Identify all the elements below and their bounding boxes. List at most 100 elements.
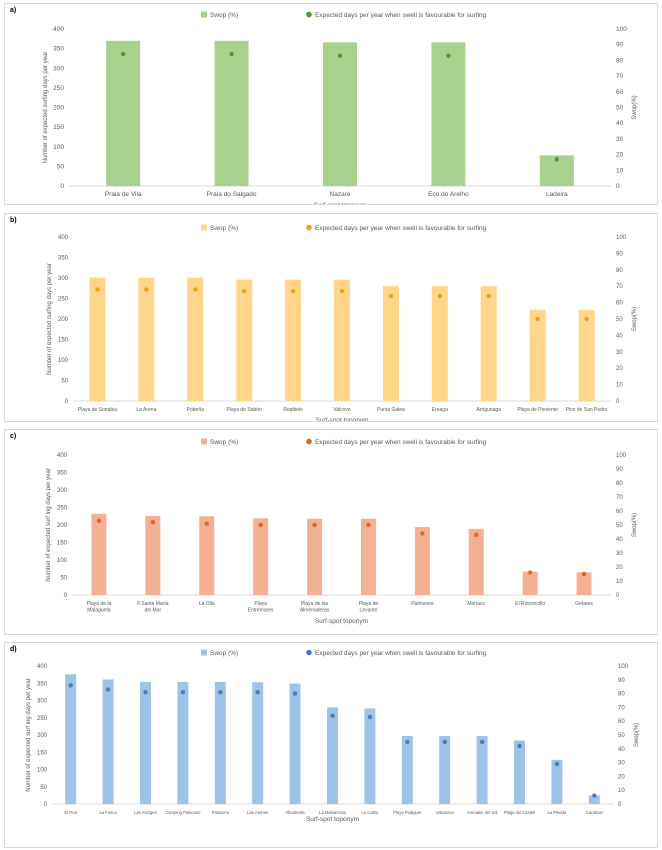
- data-point: [96, 518, 102, 523]
- category-label: Repibelo: [283, 407, 303, 413]
- y2-tick-label: 50: [616, 105, 624, 112]
- data-point: [105, 687, 111, 692]
- category-label: La Caltro: [361, 810, 379, 815]
- bar: [401, 736, 413, 804]
- category-label: Las Anclges: [134, 810, 157, 815]
- legend-bar-swatch: [201, 438, 207, 445]
- data-point: [437, 293, 443, 299]
- y-tick-label: 350: [57, 471, 68, 477]
- y2-tick-label: 30: [616, 551, 623, 557]
- bar: [187, 277, 204, 401]
- data-point: [479, 739, 485, 745]
- y-tick-label: 300: [37, 699, 48, 705]
- data-point: [474, 532, 479, 537]
- bar: [588, 795, 600, 804]
- bar: [285, 279, 302, 401]
- panel-d: d) Swop (%) Expected days per year when s…: [4, 642, 658, 848]
- y2-tick-label: 70: [616, 495, 623, 501]
- y2-tick-label: 10: [616, 579, 623, 585]
- y-tick-label: 200: [53, 105, 64, 112]
- y-tick-label: 50: [57, 163, 65, 170]
- y-tick-label: 0: [60, 183, 64, 190]
- bar: [102, 679, 114, 804]
- category-label: Ladeira: [546, 191, 568, 198]
- data-point: [180, 690, 186, 695]
- y-tick-label: 300: [53, 65, 64, 72]
- y-tick-label: 200: [57, 523, 68, 529]
- bar: [91, 513, 107, 595]
- legend-bar-label: Swop (%): [210, 650, 238, 657]
- y2-tick-label: 20: [616, 366, 623, 372]
- bar: [514, 740, 525, 804]
- data-point: [193, 287, 198, 292]
- data-point: [554, 157, 559, 162]
- data-point: [592, 793, 597, 798]
- category-label: Playa Podiguet: [393, 810, 422, 815]
- y-tick-label: 350: [37, 681, 48, 687]
- bar: [431, 42, 466, 186]
- data-point: [68, 683, 73, 688]
- legend-dot-swatch: [306, 11, 312, 18]
- y-tick-label: 100: [37, 768, 48, 774]
- x-axis-title: Surf-spot toponym: [315, 417, 368, 421]
- category-label: La Pineda: [547, 810, 567, 815]
- data-point: [150, 520, 156, 525]
- y2-tick-label: 0: [616, 183, 620, 190]
- category-label: P.Santa María del Mar: [137, 601, 169, 614]
- category-label: Praia de Vila: [105, 191, 142, 198]
- bar: [551, 759, 563, 804]
- y-tick-label: 150: [53, 124, 64, 131]
- y-tick-label: 50: [60, 576, 67, 582]
- legend-dot-swatch: [306, 438, 312, 445]
- bar: [578, 309, 595, 401]
- y-tick-label: 200: [58, 317, 69, 323]
- y2-tick-label: 60: [616, 89, 624, 96]
- data-point: [367, 714, 373, 720]
- data-point: [339, 288, 345, 294]
- y2-tick-label: 100: [618, 664, 629, 670]
- category-label: Playa de las Almenaderas: [300, 601, 330, 614]
- y-axis-title: Number of expected surfing days per year: [43, 52, 49, 164]
- data-point: [554, 761, 560, 767]
- y-tick-label: 50: [40, 785, 47, 791]
- bar: [439, 736, 451, 804]
- y2-tick-label: 60: [616, 301, 623, 307]
- bar: [382, 286, 399, 401]
- chart-d: Swop (%) Expected days per year when swel…: [26, 649, 640, 823]
- y2-tick-label: 10: [616, 167, 624, 174]
- category-label: Albufereta: [286, 810, 306, 815]
- category-label: Playa de Sonabia: [78, 407, 117, 413]
- y-tick-label: 100: [57, 558, 68, 564]
- panel-label: a): [10, 7, 17, 14]
- bar: [106, 40, 141, 187]
- bar: [431, 286, 448, 401]
- panel-a: a) Swop (%) Expected days per year when s…: [4, 3, 658, 205]
- bar: [364, 708, 376, 804]
- legend-dot-label: Expected days per year when swell is fav…: [315, 12, 487, 19]
- data-point: [584, 316, 589, 322]
- category-label: Punta Galea: [377, 407, 405, 413]
- data-point: [218, 690, 223, 695]
- bar: [327, 707, 338, 804]
- data-point: [241, 288, 247, 294]
- y-tick-label: 300: [57, 488, 68, 494]
- y2-axis-title: Swop(%): [634, 723, 640, 747]
- y-tick-label: 250: [58, 297, 69, 303]
- y-tick-label: 100: [53, 144, 64, 151]
- bar: [145, 515, 161, 595]
- legend-bar-swatch: [201, 649, 207, 656]
- y-tick-label: 250: [37, 716, 48, 722]
- data-point: [388, 293, 394, 299]
- y2-tick-label: 90: [616, 42, 624, 49]
- bar: [252, 682, 264, 804]
- y2-tick-label: 90: [616, 251, 623, 257]
- y-axis-title: Number of expected surfing days per year: [47, 263, 53, 375]
- bar: [140, 681, 151, 804]
- y2-tick-label: 0: [616, 399, 620, 405]
- panel-label: d): [10, 646, 17, 653]
- y2-tick-label: 80: [616, 481, 623, 487]
- bar: [522, 571, 538, 595]
- y2-tick-label: 80: [616, 57, 624, 64]
- category-label: Playa de Sabón: [227, 407, 263, 413]
- y2-tick-label: 50: [618, 733, 625, 739]
